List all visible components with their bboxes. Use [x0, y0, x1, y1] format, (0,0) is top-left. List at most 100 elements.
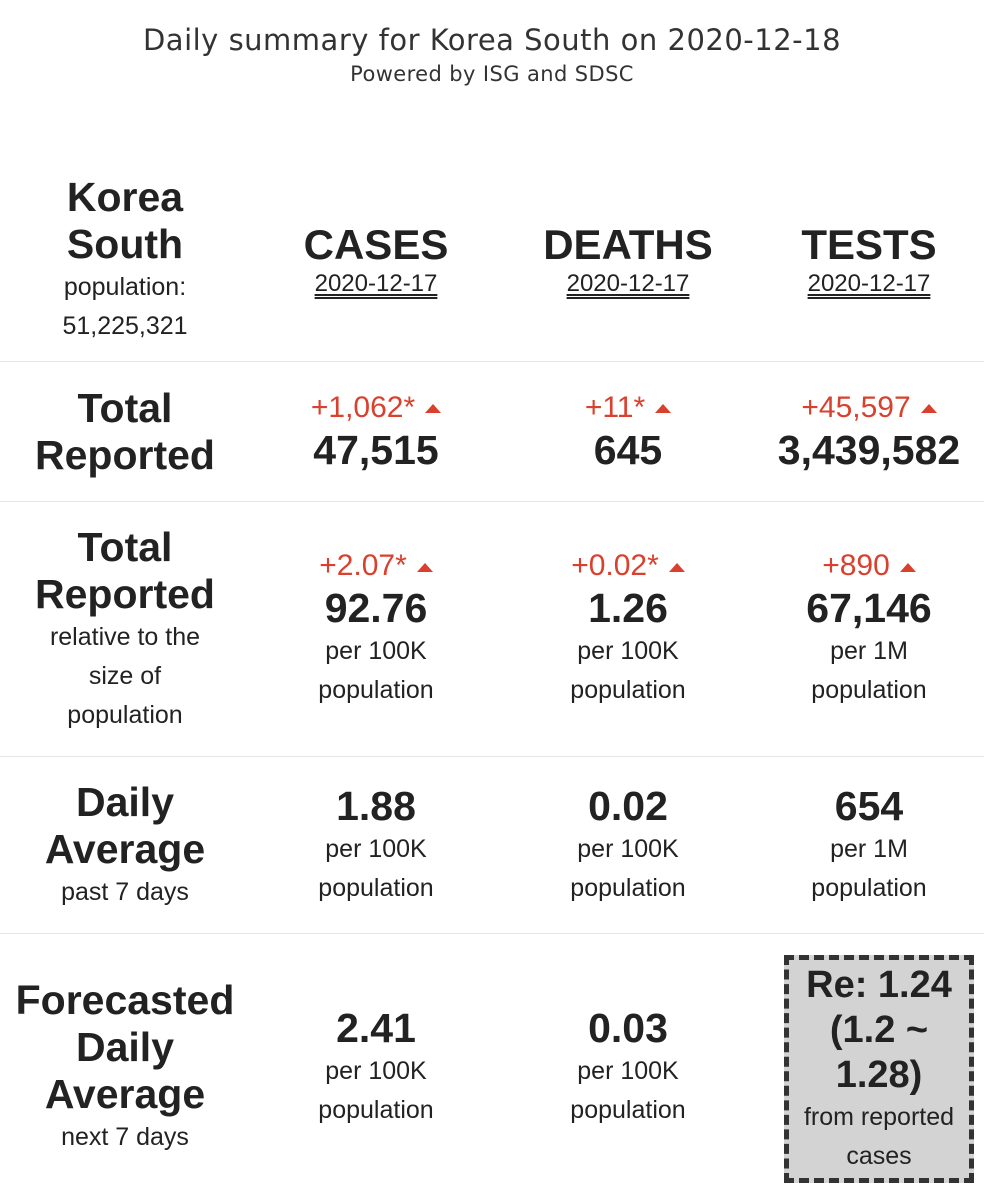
column-header-row: Korea South population: 51,225,321 CASES…	[0, 160, 984, 360]
total-reported-row: Total Reported +1,062* 47,515 +11* 645 +…	[0, 362, 984, 501]
cases-rel-delta: +2.07*	[319, 548, 433, 584]
deaths-avg-unit2: population	[570, 874, 686, 902]
total-reported-label: Total Reported	[0, 362, 250, 501]
row-sub: next 7 days	[61, 1123, 189, 1151]
deaths-date: 2020-12-17	[566, 270, 690, 297]
deaths-forecast-unit2: population	[570, 1096, 686, 1124]
deaths-delta: +11*	[584, 390, 672, 426]
avg-tests-cell: 654 per 1M population	[754, 757, 984, 933]
country-cell: Korea South population: 51,225,321	[0, 160, 250, 360]
deaths-header: DEATHS 2020-12-17	[502, 160, 754, 360]
row-divider	[0, 501, 984, 502]
tests-date: 2020-12-17	[807, 270, 931, 297]
forecast-deaths-cell: 0.03 per 100K population	[502, 934, 754, 1200]
cases-avg-unit: per 100K	[325, 835, 427, 863]
row-label-line1: Total	[77, 523, 173, 570]
page-header: Daily summary for Korea South on 2020-12…	[0, 20, 984, 88]
deaths-avg-value: 0.02	[588, 783, 668, 829]
relative-cases-cell: +2.07* 92.76 per 100K population	[250, 502, 502, 756]
up-triangle-icon	[655, 404, 672, 413]
cases-rel-delta-text: +2.07*	[319, 549, 407, 582]
re-range-line1: (1.2 ~	[829, 1008, 929, 1051]
total-deaths-cell: +11* 645	[502, 362, 754, 501]
deaths-total: 645	[593, 426, 663, 473]
cases-avg-unit2: population	[318, 874, 434, 902]
row-label-line3: Average	[44, 1071, 206, 1117]
deaths-rel-delta-text: +0.02*	[571, 549, 659, 582]
forecast-label: Forecasted Daily Average next 7 days	[0, 934, 250, 1200]
row-divider	[0, 756, 984, 757]
row-label-line2: Daily	[76, 1024, 174, 1070]
page-title: Daily summary for Korea South on 2020-12…	[142, 23, 842, 57]
deaths-rel-unit2: population	[570, 676, 686, 704]
row-divider	[0, 361, 984, 362]
up-triangle-icon	[668, 562, 685, 572]
tests-rel-value: 67,146	[806, 585, 932, 631]
cases-rel-unit: per 100K	[325, 637, 427, 665]
cases-delta-text: +1,062*	[310, 390, 416, 424]
row-sub-line1: relative to the	[49, 622, 201, 651]
tests-rel-delta: +890	[822, 548, 916, 584]
row-label-line2: Average	[44, 825, 206, 872]
cases-forecast-value: 2.41	[336, 1005, 416, 1051]
tests-label: TESTS	[801, 221, 937, 268]
tests-rel-unit2: population	[811, 676, 927, 704]
relative-deaths-cell: +0.02* 1.26 per 100K population	[502, 502, 754, 756]
tests-header: TESTS 2020-12-17	[754, 160, 984, 360]
total-tests-cell: +45,597 3,439,582	[754, 362, 984, 501]
cases-header: CASES 2020-12-17	[250, 160, 502, 360]
row-label-line2: Reported	[35, 570, 215, 617]
re-range-line2: 1.28)	[835, 1053, 923, 1096]
cases-total: 47,515	[313, 426, 439, 473]
deaths-label: DEATHS	[543, 221, 713, 268]
tests-avg-unit2: population	[811, 874, 927, 902]
page-subtitle: Powered by ISG and SDSC	[350, 62, 634, 86]
tests-delta-text: +45,597	[801, 390, 911, 424]
tests-avg-value: 654	[834, 783, 904, 829]
re-source-line2: cases	[846, 1141, 912, 1170]
row-divider	[0, 933, 984, 934]
forecast-row: Forecasted Daily Average next 7 days 2.4…	[0, 934, 984, 1200]
row-label-line1: Total	[77, 384, 173, 431]
cases-rel-unit2: population	[318, 676, 434, 704]
country-name-line1: Korea	[66, 174, 184, 220]
cases-date: 2020-12-17	[314, 270, 438, 297]
re-value: Re: 1.24	[806, 963, 952, 1006]
row-sub-line3: population	[67, 700, 183, 729]
total-cases-cell: +1,062* 47,515	[250, 362, 502, 501]
tests-rel-unit: per 1M	[830, 637, 908, 665]
deaths-avg-unit: per 100K	[577, 835, 679, 863]
avg-deaths-cell: 0.02 per 100K population	[502, 757, 754, 933]
cases-rel-value: 92.76	[324, 585, 428, 631]
row-label-line2: Reported	[35, 431, 215, 478]
up-triangle-icon	[416, 562, 433, 572]
deaths-rel-delta: +0.02*	[571, 548, 685, 584]
daily-average-row: Daily Average past 7 days 1.88 per 100K …	[0, 757, 984, 933]
cases-forecast-unit: per 100K	[325, 1057, 427, 1085]
daily-average-label: Daily Average past 7 days	[0, 757, 250, 933]
up-triangle-icon	[920, 404, 937, 413]
deaths-delta-text: +11*	[584, 390, 646, 424]
deaths-rel-unit: per 100K	[577, 637, 679, 665]
cases-avg-value: 1.88	[336, 783, 416, 829]
population-value: 51,225,321	[62, 312, 188, 340]
cases-delta: +1,062*	[310, 390, 442, 426]
relative-tests-cell: +890 67,146 per 1M population	[754, 502, 984, 756]
country-name-line2: South	[66, 221, 184, 267]
forecast-cases-cell: 2.41 per 100K population	[250, 934, 502, 1200]
cases-forecast-unit2: population	[318, 1096, 434, 1124]
cases-label: CASES	[303, 221, 449, 268]
deaths-forecast-unit: per 100K	[577, 1057, 679, 1085]
tests-rel-delta-text: +890	[822, 549, 890, 582]
population-label: population:	[63, 273, 187, 301]
up-triangle-icon	[899, 562, 916, 572]
up-triangle-icon	[425, 404, 442, 413]
re-estimate-box: Re: 1.24 (1.2 ~ 1.28) from reported case…	[784, 955, 974, 1183]
row-label-line1: Daily	[76, 778, 174, 825]
relative-row: Total Reported relative to the size of p…	[0, 502, 984, 756]
row-sub-line2: size of	[88, 661, 162, 690]
tests-total: 3,439,582	[777, 426, 961, 473]
relative-label: Total Reported relative to the size of p…	[0, 502, 250, 756]
deaths-forecast-value: 0.03	[588, 1005, 668, 1051]
avg-cases-cell: 1.88 per 100K population	[250, 757, 502, 933]
